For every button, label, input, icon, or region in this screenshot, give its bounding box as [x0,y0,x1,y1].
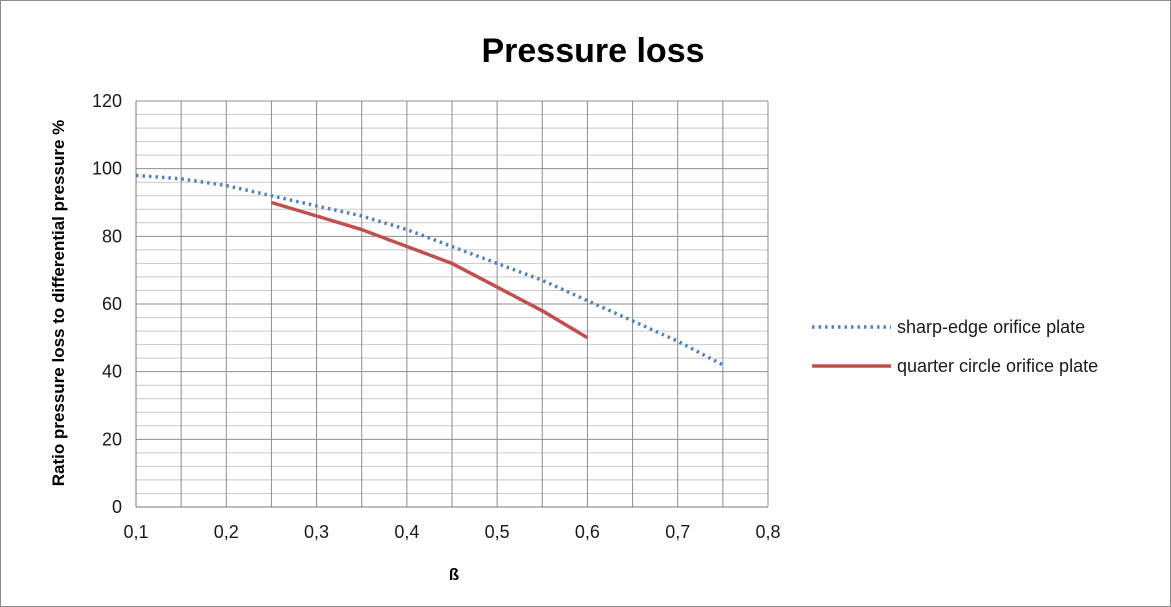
tick-labels: 0,1 0,2 0,3 0,4 0,5 0,6 0,7 0,8 0 20 40 60 80 100 120 [92,91,781,542]
y-tick-label: 20 [102,429,122,449]
x-tick-label: 0,4 [394,522,419,542]
x-tick-label: 0,3 [304,522,329,542]
x-tick-label: 0,7 [665,522,690,542]
y-tick-label: 60 [102,294,122,314]
series-lines [135,173,724,367]
x-tick-label: 0,2 [214,522,239,542]
y-tick-label: 40 [102,362,122,382]
grid [135,100,769,508]
x-tick-label: 0,8 [755,522,780,542]
x-tick-label: 0,5 [485,522,510,542]
series-line-1 [135,173,724,367]
y-tick-label: 0 [112,497,122,517]
y-tick-label: 80 [102,226,122,246]
legend-label: sharp-edge orifice plate [897,317,1085,337]
series-line-2 [270,200,589,340]
y-tick-label: 120 [92,91,122,111]
legend: sharp-edge orifice plate quarter circle o… [812,317,1098,376]
x-tick-label: 0,1 [123,522,148,542]
y-axis-label: Ratio pressure loss to differential pres… [49,120,68,487]
legend-label: quarter circle orifice plate [897,356,1098,376]
x-tick-label: 0,6 [575,522,600,542]
chart-title: Pressure loss [481,32,704,70]
y-tick-label: 100 [92,159,122,179]
x-axis-label: ß [449,565,459,584]
